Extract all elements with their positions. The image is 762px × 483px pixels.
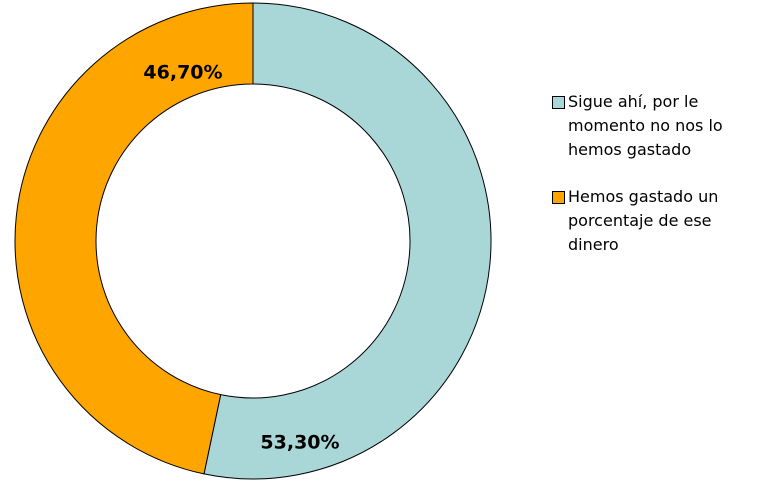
data-label: 46,70%	[143, 62, 222, 84]
legend-swatch	[552, 96, 565, 109]
legend-entry: Hemos gastado un porcentaje de ese diner…	[552, 185, 757, 257]
slice	[203, 2, 492, 480]
legend: Sigue ahí, por le momento no nos lo hemo…	[552, 90, 757, 280]
legend-label: Sigue ahí, por le momento no nos lo hemo…	[568, 92, 723, 159]
legend-swatch	[552, 191, 565, 204]
data-label: 53,30%	[260, 432, 339, 454]
legend-entry: Sigue ahí, por le momento no nos lo hemo…	[552, 90, 757, 162]
slice	[14, 2, 254, 475]
legend-label: Hemos gastado un porcentaje de ese diner…	[568, 187, 719, 254]
